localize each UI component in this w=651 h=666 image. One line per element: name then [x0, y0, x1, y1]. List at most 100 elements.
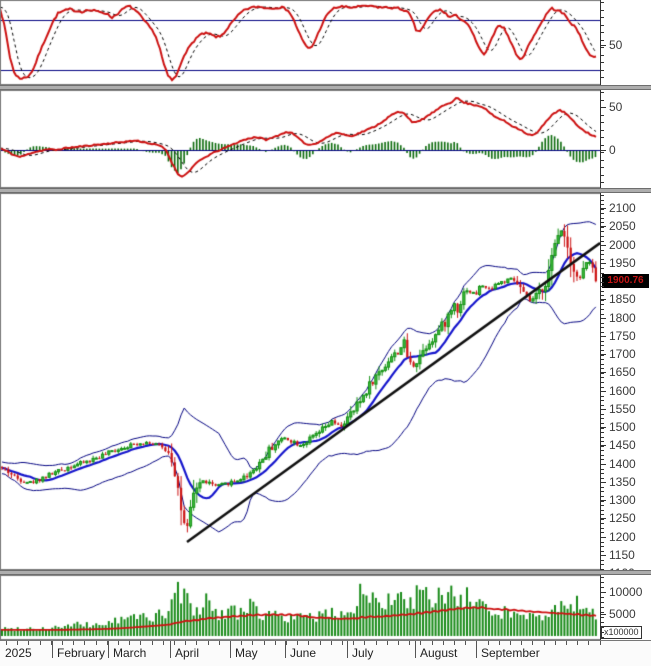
axis-tick-major	[601, 336, 606, 337]
axis-tick	[601, 355, 604, 356]
axis-tick	[601, 286, 604, 287]
day-tick	[140, 641, 141, 645]
axis-tick	[601, 204, 604, 205]
axis-tick-major	[601, 245, 606, 246]
axis-tick	[601, 304, 604, 305]
axis-tick	[601, 577, 604, 578]
axis-tick	[601, 368, 604, 369]
month-separator	[347, 641, 348, 658]
axis-tick-label: 2050	[609, 219, 636, 233]
price-chart-canvas[interactable]	[0, 193, 600, 570]
axis-tick	[601, 218, 604, 219]
axis-tick	[601, 469, 604, 470]
axis-tick-major	[601, 427, 606, 428]
axis-tick	[601, 423, 604, 424]
day-tick	[488, 641, 489, 645]
day-tick	[208, 641, 209, 645]
axis-tick	[601, 491, 604, 492]
volume-y-axis[interactable]: x100000 10000 5000	[600, 575, 651, 640]
axis-tick-major	[601, 391, 606, 392]
axis-tick	[601, 259, 604, 260]
day-tick	[510, 641, 511, 645]
day-tick	[84, 641, 85, 645]
day-tick	[174, 641, 175, 645]
axis-tick-label: 1200	[609, 530, 636, 544]
axis-tick	[601, 182, 604, 183]
axis-tick-label: 1650	[609, 365, 636, 379]
volume-panel: x100000 10000 5000	[0, 575, 651, 640]
axis-tick	[601, 332, 604, 333]
axis-tick-major	[601, 318, 606, 319]
axis-tick	[601, 359, 604, 360]
axis-tick-major	[601, 592, 606, 593]
y-axis-line	[600, 193, 601, 570]
axis-tick-label: 2100	[609, 201, 636, 215]
axis-tick	[601, 282, 604, 283]
day-tick	[219, 641, 220, 645]
axis-tick	[601, 528, 604, 529]
axis-tick-label: 1350	[609, 475, 636, 489]
day-tick	[555, 641, 556, 645]
axis-tick	[601, 40, 604, 41]
axis-tick	[601, 501, 604, 502]
axis-tick	[601, 473, 604, 474]
day-tick	[297, 641, 298, 645]
axis-tick	[601, 209, 604, 210]
axis-tick	[601, 350, 604, 351]
axis-tick	[601, 77, 604, 78]
axis-tick-major	[601, 226, 606, 227]
axis-tick	[601, 200, 604, 201]
macd-chart-canvas[interactable]	[0, 90, 600, 188]
price-y-axis[interactable]: 1900.76 2100 2050 2000 1950 1850 1800 1750 1700…	[600, 193, 651, 579]
macd-y-axis[interactable]: 50 0	[600, 90, 651, 188]
axis-tick-major	[601, 445, 606, 446]
axis-tick	[601, 523, 604, 524]
axis-tick	[601, 32, 604, 33]
axis-tick	[601, 396, 604, 397]
day-tick	[129, 641, 130, 645]
axis-tick	[601, 637, 604, 638]
axis-tick-major	[601, 354, 606, 355]
stochastic-y-axis[interactable]: 50	[600, 0, 651, 85]
axis-tick-label: 1400	[609, 457, 636, 471]
axis-tick	[601, 10, 604, 11]
axis-tick-major	[601, 537, 606, 538]
axis-tick	[601, 622, 604, 623]
axis-tick	[601, 405, 604, 406]
axis-tick-label: 1750	[609, 329, 636, 343]
panel-splitter-2[interactable]	[0, 188, 651, 193]
day-tick	[521, 641, 522, 645]
axis-tick	[601, 167, 604, 168]
month-label: February	[57, 646, 106, 660]
volume-chart-canvas[interactable]	[0, 575, 600, 640]
axis-tick	[601, 582, 604, 583]
month-label: May	[235, 646, 258, 660]
month-separator	[476, 641, 477, 658]
axis-tick	[601, 487, 604, 488]
axis-tick	[601, 213, 604, 214]
axis-tick-label: 1850	[609, 292, 636, 306]
axis-tick	[601, 273, 604, 274]
axis-tick	[601, 227, 604, 228]
axis-tick	[601, 542, 604, 543]
axis-tick	[601, 92, 604, 93]
panel-splitter-3[interactable]	[0, 570, 651, 575]
axis-tick-label: 1150	[609, 548, 635, 562]
time-axis[interactable]: 2025 February March April May June July August S…	[0, 640, 651, 666]
panel-splitter-1[interactable]	[0, 85, 651, 90]
day-tick	[241, 641, 242, 645]
axis-tick-major	[601, 150, 606, 151]
day-tick	[286, 641, 287, 645]
month-label: March	[113, 646, 147, 660]
axis-tick	[601, 505, 604, 506]
axis-tick-label: 2000	[609, 238, 636, 252]
day-tick	[152, 641, 153, 645]
axis-tick-major	[601, 263, 606, 264]
axis-tick-label: 1950	[609, 256, 636, 270]
axis-tick	[601, 373, 604, 374]
day-tick	[409, 641, 410, 645]
day-tick	[376, 641, 377, 645]
axis-tick-label: 1550	[609, 402, 636, 416]
day-tick	[96, 641, 97, 645]
stochastic-chart-canvas[interactable]	[0, 0, 600, 85]
